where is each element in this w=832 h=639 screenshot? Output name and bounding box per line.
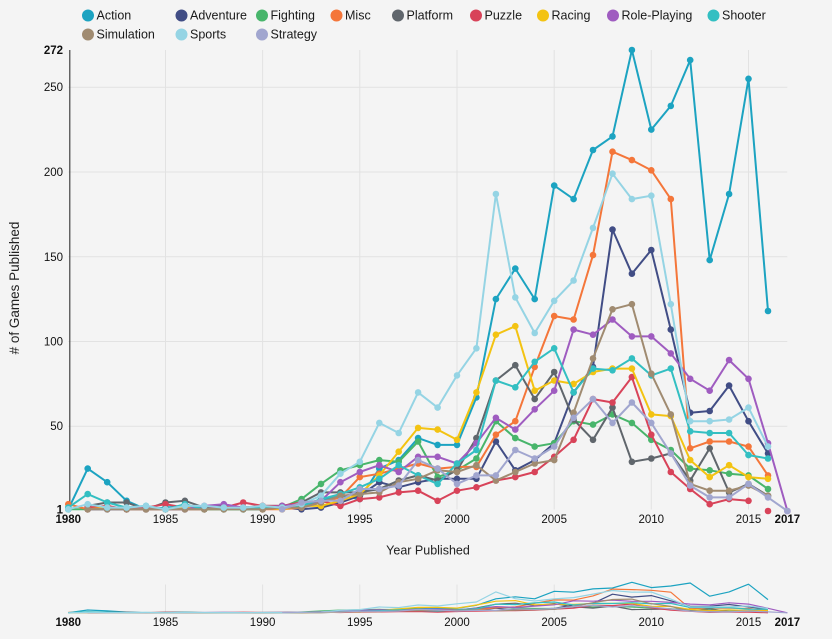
svg-text:Year Published: Year Published bbox=[386, 544, 470, 558]
svg-text:Fighting: Fighting bbox=[271, 9, 316, 23]
svg-text:100: 100 bbox=[44, 337, 63, 349]
svg-text:Shooter: Shooter bbox=[722, 9, 766, 23]
svg-text:2010: 2010 bbox=[639, 514, 665, 526]
svg-text:Strategy: Strategy bbox=[271, 28, 318, 42]
svg-text:1990: 1990 bbox=[250, 617, 276, 629]
svg-text:2010: 2010 bbox=[639, 617, 665, 629]
svg-text:Platform: Platform bbox=[407, 9, 454, 23]
svg-text:2000: 2000 bbox=[444, 514, 470, 526]
svg-text:1990: 1990 bbox=[250, 514, 276, 526]
svg-text:2000: 2000 bbox=[444, 617, 470, 629]
svg-text:Role-Playing: Role-Playing bbox=[622, 9, 693, 23]
svg-text:Adventure: Adventure bbox=[190, 9, 247, 23]
svg-text:2017: 2017 bbox=[775, 514, 801, 526]
svg-text:2015: 2015 bbox=[736, 617, 762, 629]
svg-text:Action: Action bbox=[97, 9, 132, 23]
svg-text:Misc: Misc bbox=[345, 9, 371, 23]
svg-text:1985: 1985 bbox=[153, 617, 179, 629]
svg-text:250: 250 bbox=[44, 82, 63, 94]
svg-text:1995: 1995 bbox=[347, 617, 373, 629]
svg-text:2005: 2005 bbox=[541, 617, 567, 629]
svg-text:# of Games Published: # of Games Published bbox=[7, 222, 22, 355]
svg-text:1980: 1980 bbox=[56, 514, 82, 526]
svg-text:Racing: Racing bbox=[552, 9, 591, 23]
svg-text:Sports: Sports bbox=[190, 28, 226, 42]
svg-text:150: 150 bbox=[44, 252, 63, 264]
svg-text:2005: 2005 bbox=[541, 514, 567, 526]
svg-text:1980: 1980 bbox=[56, 617, 82, 629]
svg-text:272: 272 bbox=[44, 45, 63, 57]
svg-text:1: 1 bbox=[57, 504, 64, 516]
svg-text:Simulation: Simulation bbox=[97, 28, 155, 42]
svg-text:50: 50 bbox=[50, 421, 63, 433]
svg-text:2015: 2015 bbox=[736, 514, 762, 526]
svg-text:2017: 2017 bbox=[775, 617, 801, 629]
svg-text:200: 200 bbox=[44, 167, 63, 179]
svg-text:Puzzle: Puzzle bbox=[485, 9, 523, 23]
svg-text:1995: 1995 bbox=[347, 514, 373, 526]
svg-text:1985: 1985 bbox=[153, 514, 179, 526]
